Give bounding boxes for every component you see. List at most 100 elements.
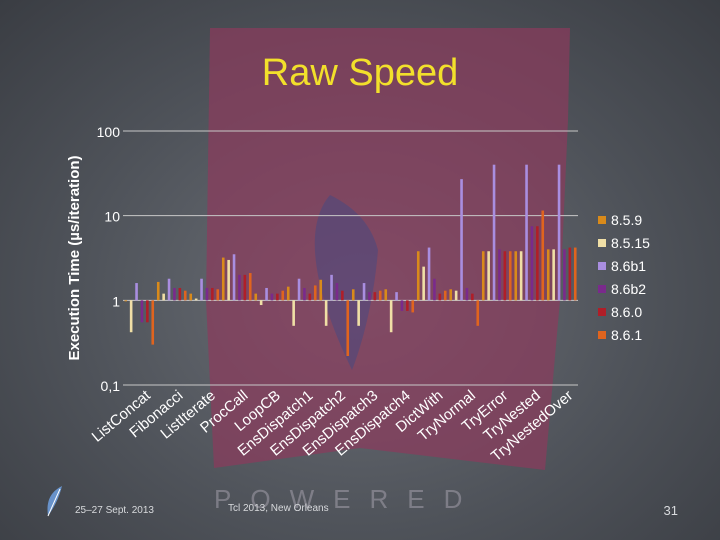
bar <box>232 254 236 301</box>
footer-date: 25–27 Sept. 2013 <box>75 505 154 516</box>
bar <box>465 287 469 301</box>
bar <box>357 300 360 326</box>
bar <box>530 226 534 301</box>
feather-icon <box>47 486 62 517</box>
bar <box>536 226 539 301</box>
bar <box>227 259 230 301</box>
bar <box>438 293 442 301</box>
bar <box>487 251 490 301</box>
bar <box>563 249 566 301</box>
y-tick-label: 0,1 <box>101 378 121 394</box>
bar <box>124 300 128 302</box>
bar <box>200 278 203 301</box>
legend-swatch <box>598 216 606 224</box>
bar <box>183 290 187 301</box>
bar <box>140 300 144 323</box>
bar <box>254 293 258 301</box>
bar <box>508 251 512 301</box>
bar <box>151 300 155 345</box>
slide-title: Raw Speed <box>261 52 459 94</box>
x-tick-labels: ListConcatFibonacciListIterateProcCallLo… <box>89 387 577 466</box>
bar <box>346 300 350 357</box>
bar <box>167 278 171 301</box>
bar <box>270 293 274 301</box>
bar <box>557 164 561 301</box>
bar <box>427 247 431 301</box>
bar <box>449 289 453 301</box>
bar <box>433 278 436 301</box>
bar <box>411 300 415 313</box>
bar <box>498 249 501 301</box>
y-axis-label: Execution Time (µs/iteration) <box>66 155 83 360</box>
y-tick-label: 1 <box>112 293 120 309</box>
bar <box>541 210 545 301</box>
bar <box>265 287 268 301</box>
bar <box>476 300 480 326</box>
bar <box>335 283 339 301</box>
bar <box>194 298 198 301</box>
bar <box>173 287 176 301</box>
bar <box>308 293 312 301</box>
bar <box>362 283 366 301</box>
bar <box>276 293 279 301</box>
bar <box>324 300 328 326</box>
bar <box>552 249 555 301</box>
bar <box>351 289 355 301</box>
bar <box>378 290 382 301</box>
bar <box>373 292 377 301</box>
bar <box>156 281 160 301</box>
bar <box>389 300 393 333</box>
bar <box>129 300 133 333</box>
powered-watermark: POWERED <box>214 484 482 514</box>
legend-label: 8.6b2 <box>611 281 646 297</box>
bar <box>281 290 285 301</box>
bar <box>292 300 295 326</box>
bar <box>248 273 252 301</box>
legend-label: 8.5.15 <box>611 235 650 251</box>
bar <box>303 287 306 301</box>
bar <box>162 293 165 301</box>
bar <box>454 290 458 301</box>
bar <box>319 279 323 301</box>
bar <box>286 286 290 301</box>
page-number: 31 <box>663 503 678 518</box>
bar <box>568 247 572 301</box>
bar <box>178 287 182 301</box>
legend-label: 8.6.0 <box>611 304 642 320</box>
bar <box>460 179 463 301</box>
bar <box>313 285 317 301</box>
bar <box>443 290 447 301</box>
bar <box>400 300 404 311</box>
y-tick-label: 100 <box>97 124 121 140</box>
bar <box>519 251 523 301</box>
legend: 8.5.9 8.5.15 8.6b1 8.6b2 8.6.0 8.6.1 <box>598 212 650 343</box>
bar <box>205 287 209 301</box>
legend-swatch <box>598 262 606 270</box>
tcl-logo-watermark <box>314 195 378 370</box>
bar <box>341 290 344 301</box>
bar <box>368 292 371 301</box>
bar <box>514 251 518 301</box>
bar <box>503 251 507 301</box>
bar <box>189 293 193 301</box>
legend-swatch <box>598 331 606 339</box>
bar <box>471 293 474 301</box>
legend-label: 8.6.1 <box>611 327 642 343</box>
bar <box>211 287 214 301</box>
bar <box>216 289 220 301</box>
bar <box>146 300 149 323</box>
legend-label: 8.6b1 <box>611 258 646 274</box>
bar <box>492 164 496 301</box>
legend-swatch <box>598 285 606 293</box>
bar <box>406 300 409 311</box>
bar <box>546 249 550 301</box>
bar <box>135 283 138 301</box>
bar <box>259 300 263 306</box>
legend-swatch <box>598 239 606 247</box>
bar <box>330 274 333 301</box>
bars <box>124 164 577 357</box>
banner-shape <box>206 28 570 470</box>
bar <box>573 247 577 301</box>
